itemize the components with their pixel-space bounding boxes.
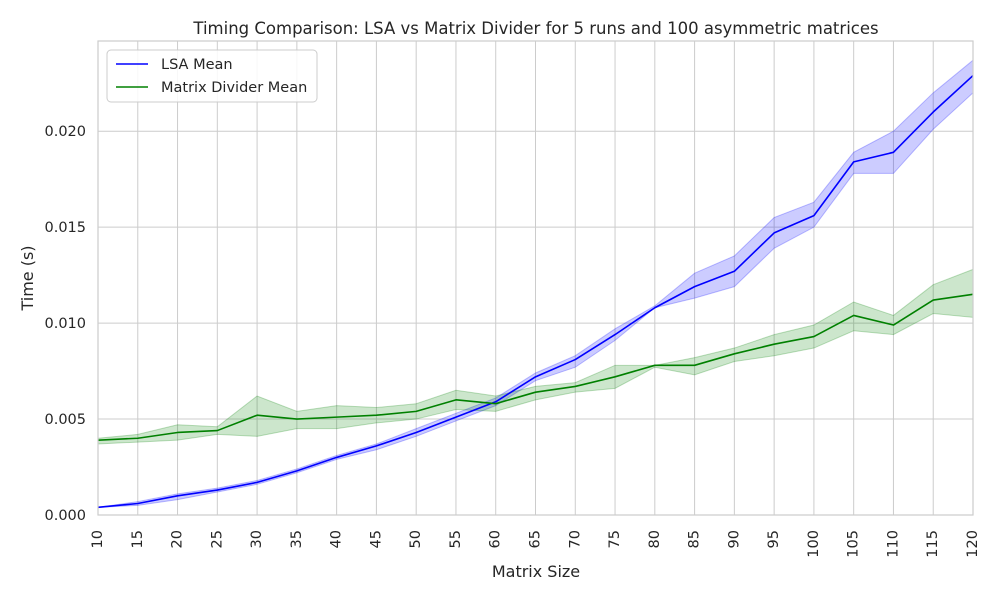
- x-tick-label: 100: [806, 530, 822, 558]
- series-line-0: [97, 74, 974, 509]
- x-tick-label: 50: [408, 530, 424, 548]
- x-tick-label: 35: [289, 530, 305, 548]
- legend-label-lsa: LSA Mean: [161, 57, 233, 73]
- x-axis-label: Matrix Size: [492, 562, 580, 581]
- legend-box: [106, 49, 318, 103]
- x-tick-label: 85: [687, 530, 703, 548]
- x-tick-label: 110: [885, 530, 901, 558]
- x-tick-label: 105: [846, 530, 862, 558]
- x-tick-label: 90: [726, 530, 742, 548]
- legend-label-matrix-divider: Matrix Divider Mean: [161, 80, 307, 96]
- x-tick-label: 30: [249, 530, 265, 548]
- series-line-1: [97, 293, 974, 441]
- x-tick-label: 10: [90, 530, 106, 548]
- line-layer: [97, 74, 974, 509]
- legend: LSA Mean Matrix Divider Mean: [106, 49, 318, 103]
- x-tick-label: 115: [925, 530, 941, 558]
- plot-frame: [97, 40, 974, 516]
- x-tick-label: 70: [567, 530, 583, 548]
- x-tick-label: 120: [965, 530, 981, 558]
- x-tick-labels: 10 15 20 25 30 35 40 45 50 55 60 65 70 75 80 85 90 95 100 1…: [90, 530, 981, 558]
- x-tick-label: 55: [448, 530, 464, 548]
- y-tick-label: 0.010: [44, 316, 86, 332]
- x-tick-label: 45: [368, 530, 384, 548]
- y-tick-label: 0.020: [44, 124, 86, 140]
- y-axis-label: Time (s): [18, 245, 37, 311]
- y-tick-label: 0.000: [44, 508, 86, 524]
- y-tick-label: 0.015: [44, 220, 86, 236]
- x-tick-label: 65: [528, 530, 544, 548]
- chart-title: Timing Comparison: LSA vs Matrix Divider…: [192, 19, 878, 38]
- grid-layer: [97, 41, 974, 516]
- x-tick-label: 80: [647, 530, 663, 548]
- x-tick-label: 15: [130, 530, 146, 548]
- x-tick-label: 40: [329, 530, 345, 548]
- x-tick-label: 95: [766, 530, 782, 548]
- x-tick-label: 20: [170, 530, 186, 548]
- y-tick-label: 0.005: [44, 412, 86, 428]
- x-tick-label: 60: [488, 530, 504, 548]
- x-tick-label: 25: [209, 530, 225, 548]
- y-tick-labels: 0.000 0.005 0.010 0.015 0.020: [44, 124, 86, 524]
- x-tick-label: 75: [607, 530, 623, 548]
